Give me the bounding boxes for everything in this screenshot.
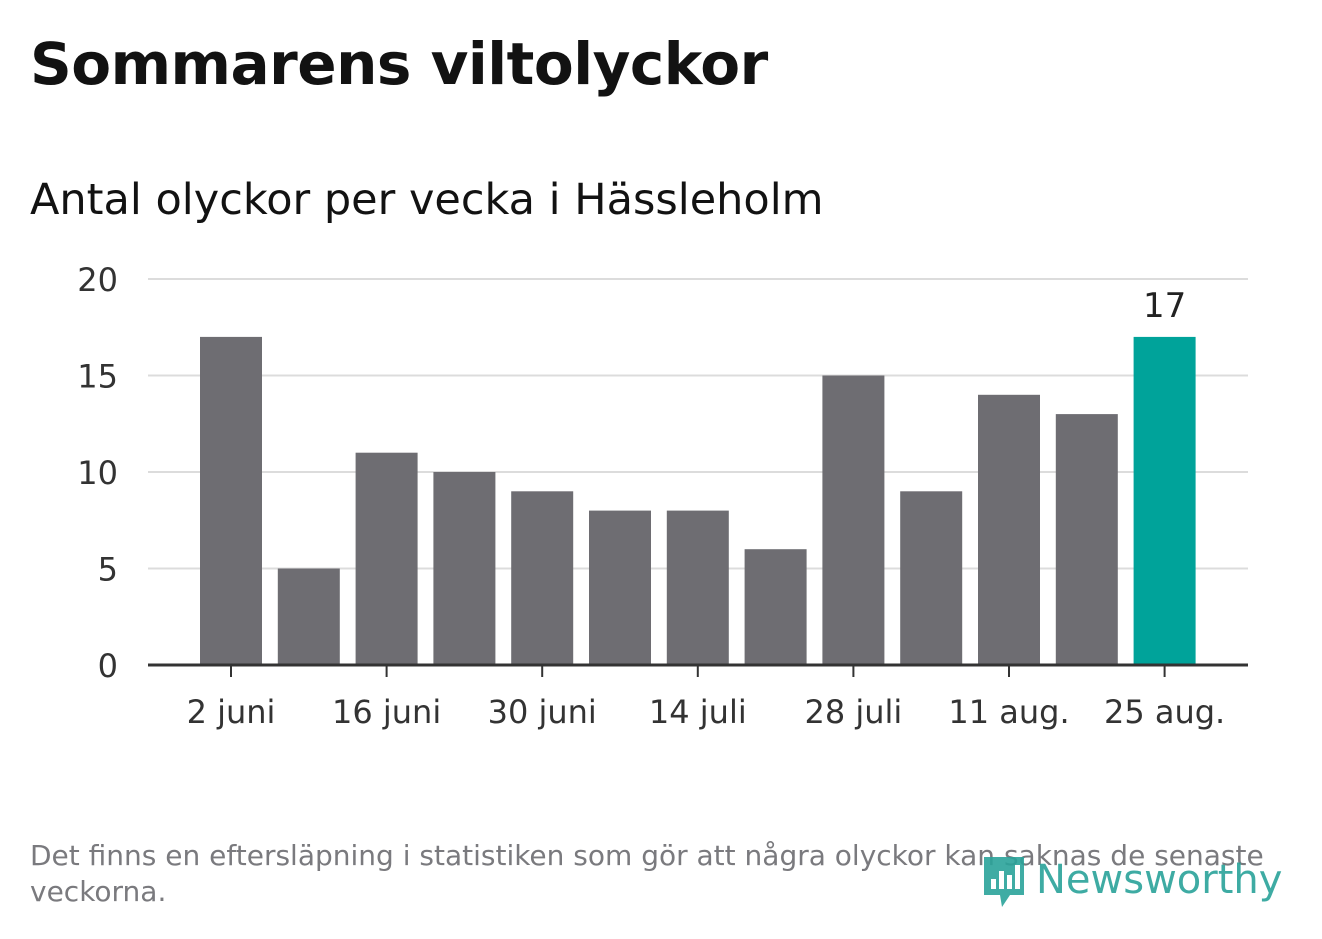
- bar: [666, 510, 729, 665]
- bar: [1055, 414, 1118, 665]
- y-tick-label: 20: [77, 261, 118, 299]
- x-tick-label: 11 aug.: [948, 693, 1069, 731]
- chart-subtitle: Antal olyckor per vecka i Hässleholm: [30, 175, 824, 225]
- bar-chart: 0 5 10 15 20 17 2 juni 16 juni 30 juni 14 juli 28 …: [77, 261, 1248, 731]
- newsworthy-logo-icon: [984, 857, 1024, 907]
- chart-title: Sommarens viltolyckor: [30, 30, 768, 98]
- bar: [589, 510, 651, 665]
- data-label: 17: [1143, 286, 1186, 326]
- bar: [277, 568, 340, 665]
- bar: [433, 472, 496, 665]
- y-tick-label: 10: [77, 454, 118, 492]
- x-tick-label: 14 juli: [649, 693, 747, 731]
- bar: [900, 491, 963, 665]
- bar: [355, 452, 418, 665]
- bar: [822, 375, 885, 665]
- bar: [511, 491, 574, 665]
- bar: [978, 394, 1040, 665]
- brand-logo: Newsworthy: [980, 850, 1282, 910]
- y-tick-label: 0: [98, 647, 118, 685]
- y-tick-label: 15: [77, 358, 118, 396]
- bar: [200, 336, 262, 665]
- x-tick-label: 30 juni: [488, 693, 597, 731]
- footnote: Det finns en eftersläpning i statistiken…: [30, 839, 1264, 908]
- x-tick-label: 25 aug.: [1104, 693, 1225, 731]
- bar: [1133, 336, 1196, 665]
- x-tick-label: 2 juni: [187, 693, 276, 731]
- y-tick-label: 5: [98, 551, 118, 589]
- x-tick-label: 28 juli: [804, 693, 902, 731]
- x-tick-label: 16 juni: [332, 693, 441, 731]
- brand-name: Newsworthy: [1036, 857, 1283, 903]
- bar: [744, 549, 807, 665]
